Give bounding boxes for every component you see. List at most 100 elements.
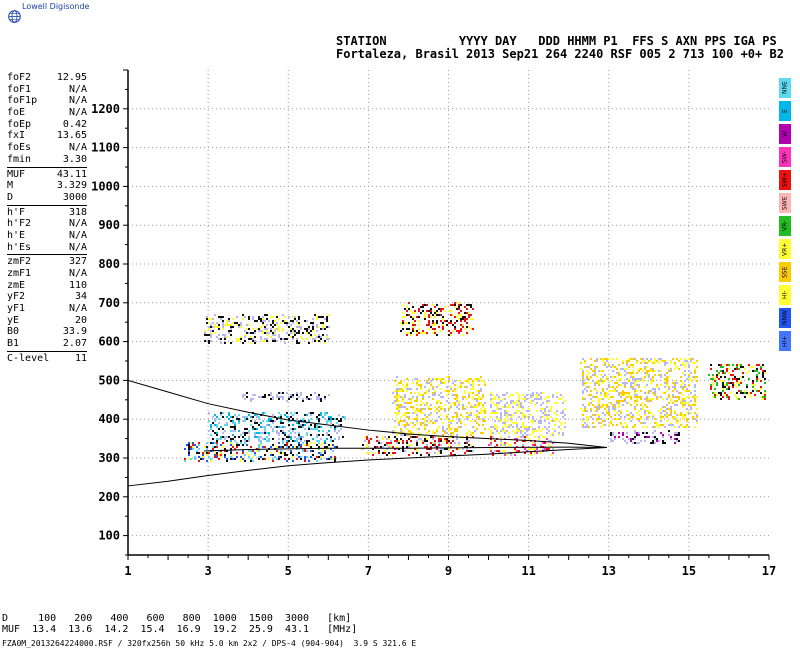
echo-point xyxy=(644,362,646,364)
echo-point xyxy=(452,420,454,422)
echo-point xyxy=(510,416,512,418)
echo-point xyxy=(666,378,668,380)
echo-point xyxy=(454,428,456,430)
echo-point xyxy=(426,332,428,334)
echo-point xyxy=(340,428,342,430)
echo-point xyxy=(542,408,544,410)
echo-point xyxy=(690,360,692,362)
echo-point xyxy=(462,404,464,406)
echo-point xyxy=(438,444,440,446)
echo-point xyxy=(662,436,664,438)
echo-point xyxy=(614,410,616,412)
echo-point xyxy=(494,420,496,422)
echo-point xyxy=(396,412,398,414)
echo-point xyxy=(432,324,434,326)
echo-point xyxy=(316,426,318,428)
echo-point xyxy=(262,316,264,318)
echo-point xyxy=(582,374,584,376)
echo-point xyxy=(310,414,312,416)
echo-point xyxy=(518,400,520,402)
echo-point xyxy=(666,416,668,418)
echo-point xyxy=(312,322,314,324)
echo-point xyxy=(206,316,208,318)
echo-point xyxy=(444,382,446,384)
echo-point xyxy=(308,428,310,430)
echo-point xyxy=(596,366,598,368)
echo-point xyxy=(762,372,764,374)
echo-point xyxy=(468,304,470,306)
echo-point xyxy=(270,394,272,396)
echo-point xyxy=(666,420,668,422)
echo-point xyxy=(664,374,666,376)
echo-point xyxy=(754,394,756,396)
echo-point xyxy=(438,436,440,438)
echo-point xyxy=(434,316,436,318)
echo-point xyxy=(258,416,260,418)
echo-point xyxy=(510,414,512,416)
echo-point xyxy=(502,406,504,408)
echo-point xyxy=(734,384,736,386)
echo-point xyxy=(720,380,722,382)
echo-point xyxy=(230,420,232,422)
echo-point xyxy=(318,316,320,318)
echo-point xyxy=(426,404,428,406)
echo-point xyxy=(684,380,686,382)
echo-point xyxy=(260,442,262,444)
echo-point xyxy=(410,332,412,334)
echo-point xyxy=(606,376,608,378)
echo-point xyxy=(426,452,428,454)
echo-point xyxy=(520,430,522,432)
echo-point xyxy=(516,430,518,432)
echo-point xyxy=(648,376,650,378)
polarization-legend: NNE E W SW- SW+ SWE VR- VR+ SSE HI- NNW HI+ xyxy=(779,78,791,354)
echo-point xyxy=(404,394,406,396)
echo-point xyxy=(402,424,404,426)
echo-point xyxy=(626,368,628,370)
echo-point xyxy=(630,398,632,400)
echo-point xyxy=(272,430,274,432)
echo-point xyxy=(420,394,422,396)
echo-point xyxy=(600,378,602,380)
echo-point xyxy=(188,448,190,450)
echo-point xyxy=(676,438,678,440)
echo-point xyxy=(340,420,342,422)
echo-point xyxy=(254,436,256,438)
echo-point xyxy=(470,450,472,452)
echo-point xyxy=(298,444,300,446)
echo-point xyxy=(436,420,438,422)
echo-point xyxy=(404,414,406,416)
echo-point xyxy=(652,370,654,372)
echo-point xyxy=(634,392,636,394)
echo-point xyxy=(264,428,266,430)
echo-point xyxy=(250,420,252,422)
echo-point xyxy=(456,394,458,396)
echo-point xyxy=(276,450,278,452)
echo-point xyxy=(200,458,202,460)
echo-point xyxy=(514,412,516,414)
echo-point xyxy=(438,308,440,310)
echo-point xyxy=(538,436,540,438)
echo-point xyxy=(654,362,656,364)
echo-point xyxy=(318,398,320,400)
echo-point xyxy=(256,432,258,434)
echo-point xyxy=(544,398,546,400)
echo-point xyxy=(478,402,480,404)
echo-point xyxy=(664,382,666,384)
echo-point xyxy=(314,442,316,444)
echo-point xyxy=(408,314,410,316)
echo-point xyxy=(416,316,418,318)
echo-point xyxy=(492,432,494,434)
echo-point xyxy=(458,318,460,320)
echo-point xyxy=(556,392,558,394)
echo-point xyxy=(400,420,402,422)
echo-point xyxy=(454,380,456,382)
echo-point xyxy=(456,396,458,398)
echo-point xyxy=(480,402,482,404)
echo-point xyxy=(450,420,452,422)
echo-point xyxy=(758,378,760,380)
echo-point xyxy=(476,390,478,392)
echo-point xyxy=(660,432,662,434)
echo-point xyxy=(754,384,756,386)
echo-point xyxy=(686,418,688,420)
echo-point xyxy=(458,402,460,404)
